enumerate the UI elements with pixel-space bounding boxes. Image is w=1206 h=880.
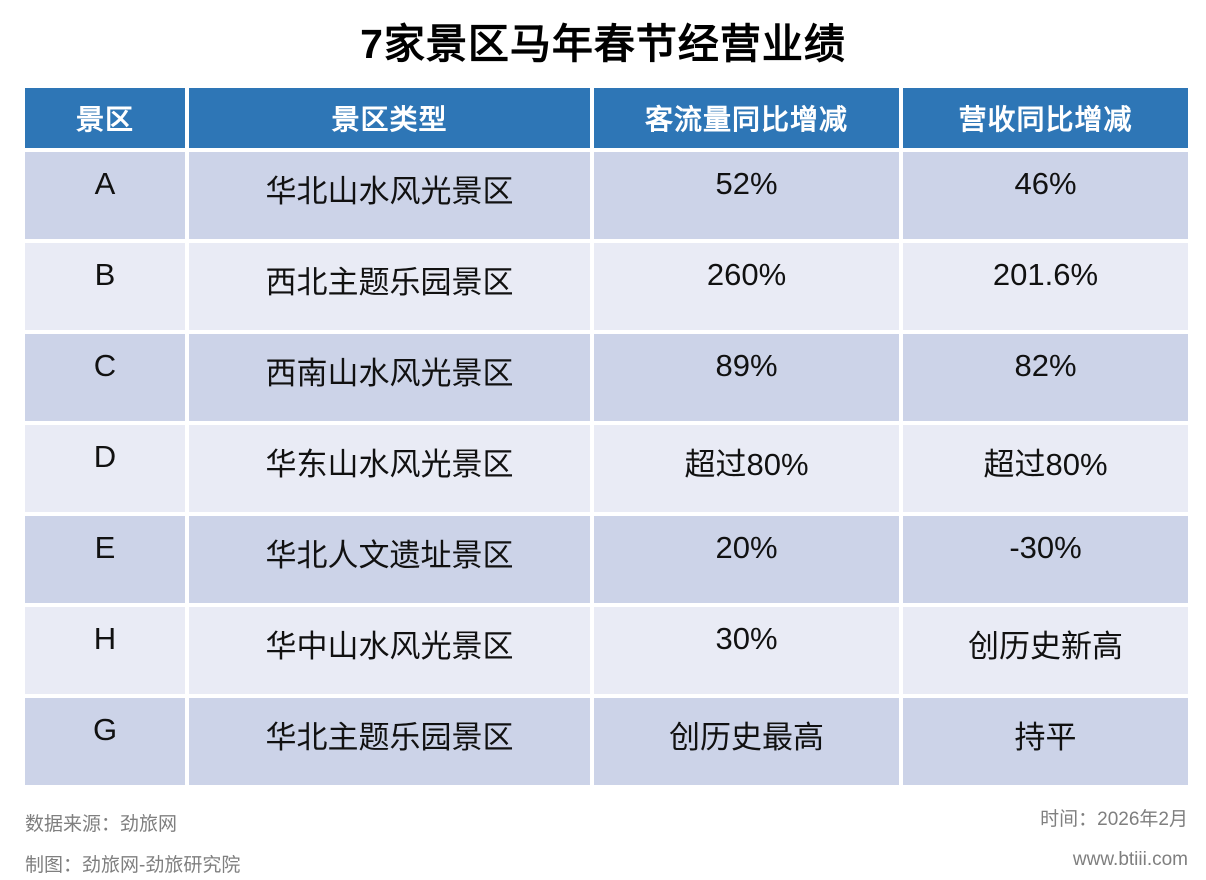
table-cell-flow: 30% xyxy=(594,607,899,694)
table-cell-area: B xyxy=(25,243,185,330)
chart-credit-text: 制图：劲旅网-劲旅研究院 xyxy=(25,855,241,876)
table-cell-flow: 超过80% xyxy=(594,425,899,512)
table-cell-revenue: 超过80% xyxy=(903,425,1188,512)
table-cell-revenue: 82% xyxy=(903,334,1188,421)
table-cell-flow: 89% xyxy=(594,334,899,421)
table-cell-revenue: 46% xyxy=(903,152,1188,239)
table-cell-type: 华北主题乐园景区 xyxy=(189,698,590,785)
table-cell-revenue: 持平 xyxy=(903,698,1188,785)
data-source-text: 数据来源：劲旅网 xyxy=(25,814,178,835)
table-cell-flow: 20% xyxy=(594,516,899,603)
website-text: www.btiii.com xyxy=(1072,849,1188,870)
page-title: 7家景区马年春节经营业绩 xyxy=(360,21,846,67)
table-cell-type: 华北人文遗址景区 xyxy=(189,516,590,603)
table-cell-type: 西南山水风光景区 xyxy=(189,334,590,421)
table-cell-type: 华北山水风光景区 xyxy=(189,152,590,239)
table-cell-type: 西北主题乐园景区 xyxy=(189,243,590,330)
column-header-scenic-type: 景区类型 xyxy=(189,88,590,148)
table-cell-flow: 创历史最高 xyxy=(594,698,899,785)
table-cell-area: G xyxy=(25,698,185,785)
table-cell-area: H xyxy=(25,607,185,694)
table-cell-area: A xyxy=(25,152,185,239)
table-cell-type: 华中山水风光景区 xyxy=(189,607,590,694)
table-cell-area: E xyxy=(25,516,185,603)
table-cell-area: C xyxy=(25,334,185,421)
column-header-scenic-area: 景区 xyxy=(25,88,185,148)
column-header-revenue-yoy: 营收同比增减 xyxy=(903,88,1188,148)
time-text: 时间：2026年2月 xyxy=(1040,809,1188,830)
table-cell-type: 华东山水风光景区 xyxy=(189,425,590,512)
table-cell-flow: 260% xyxy=(594,243,899,330)
performance-table: 景区 景区类型 客流量同比增减 营收同比增减 A 华北山水风光景区 52% 46… xyxy=(25,88,1188,785)
footer-meta-block: 时间：2026年2月 www.btiii.com xyxy=(1040,800,1188,880)
table-cell-revenue: 创历史新高 xyxy=(903,607,1188,694)
column-header-visitor-flow-yoy: 客流量同比增减 xyxy=(594,88,899,148)
table-cell-flow: 52% xyxy=(594,152,899,239)
table-cell-revenue: -30% xyxy=(903,516,1188,603)
footer-source-block: 数据来源：劲旅网 制图：劲旅网-劲旅研究院 xyxy=(25,804,240,880)
table-cell-revenue: 201.6% xyxy=(903,243,1188,330)
table-cell-area: D xyxy=(25,425,185,512)
